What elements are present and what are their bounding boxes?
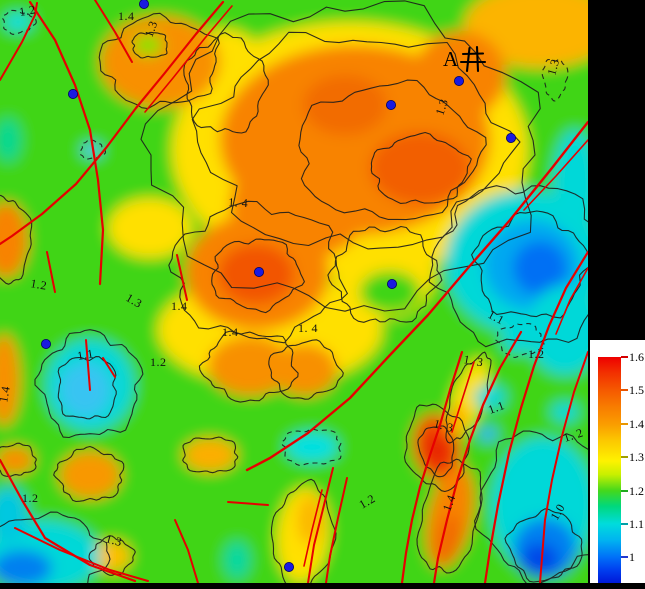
colorbar-tick <box>621 556 628 559</box>
contour-label: 1. 4 <box>298 321 318 335</box>
well-marker <box>139 0 149 9</box>
colorbar-tick <box>621 356 628 358</box>
contour-label: 1.1 <box>486 307 507 327</box>
fault-line <box>174 519 199 583</box>
contour-lines <box>0 0 588 583</box>
colorbar-tick-label: 1.6 <box>629 350 644 364</box>
fault-line <box>432 330 523 583</box>
contour-label: 1. 3 <box>432 416 455 435</box>
fault-line <box>303 489 323 567</box>
colorbar-tick <box>621 489 628 492</box>
contour-label: 1.2 <box>29 276 48 293</box>
contour-label: 1. 4 <box>228 195 249 210</box>
well-marker <box>385 100 396 111</box>
fault-line <box>227 501 269 506</box>
contour-label: 1.1 <box>486 398 506 417</box>
fault-line <box>307 467 334 583</box>
contour-label: 1.4 <box>0 385 13 404</box>
contour-map: 1.41.31.31. 41.4 1. 41.11. 31.41. 21.01.2… <box>0 0 588 583</box>
colorbar-tick-label: 1 <box>629 550 635 565</box>
colorbar-tick-label: 1.2 <box>629 483 644 498</box>
fault-line <box>176 254 188 301</box>
well-marker <box>253 266 264 277</box>
colorbar-tick-label: 1.4 <box>629 416 644 431</box>
colorbar-tick <box>621 523 628 525</box>
well-markers <box>41 0 516 573</box>
contour-label: 1. 3 <box>462 352 484 369</box>
contour-label: 1.4 <box>171 299 188 313</box>
well-marker <box>283 562 294 573</box>
fault-line <box>325 477 348 583</box>
colorbar-tick <box>621 422 628 425</box>
well-marker <box>505 132 516 143</box>
contour-label: 1.2 <box>18 2 37 19</box>
fault-line <box>144 5 233 113</box>
fault-line <box>14 527 149 582</box>
colorbar-tick-label: 1.1 <box>629 517 644 531</box>
colorbar-tick-label: 1.3 <box>629 450 644 465</box>
contour-label: 1.4 <box>118 9 135 23</box>
fault-line <box>0 0 225 246</box>
fault-line <box>28 0 105 286</box>
contour-label: 1.2 <box>528 347 545 361</box>
fault-line <box>102 357 116 378</box>
fault-line <box>555 267 588 335</box>
colorbar-ticks: 1.6 1.5 1.4 1.3 1.2 1.1 1 <box>590 340 645 583</box>
contour-labels: 1.41.31.31. 41.4 1. 41.11. 31.41. 21.01.2… <box>0 2 585 549</box>
fault-lines <box>0 0 588 583</box>
well-marker <box>68 89 79 100</box>
fault-line <box>46 251 56 293</box>
fault-line <box>0 2 38 81</box>
colorbar-gradient <box>598 357 621 583</box>
colorbar-legend: 1.6 1.5 1.4 1.3 1.2 1.1 1 <box>590 340 645 583</box>
colorbar-tick-label: 1.5 <box>629 383 644 398</box>
contour-label: 1.4 <box>440 493 459 513</box>
colorbar-tick <box>621 456 628 459</box>
fault-line <box>451 361 475 433</box>
contour-label: 1.1 <box>76 346 95 363</box>
well-annotation-glyph-jing <box>459 45 487 73</box>
well-marker <box>41 338 52 349</box>
heatmap-blobs <box>0 0 588 583</box>
fault-line <box>245 120 588 472</box>
contour-label: 1.3 <box>142 19 161 39</box>
contour-label: 1.2 <box>22 491 39 505</box>
fault-line <box>483 250 588 583</box>
contour-label: 1.4 <box>222 325 239 339</box>
fault-line <box>0 458 137 583</box>
well-marker <box>453 76 464 87</box>
well-annotation-text: A <box>443 47 459 71</box>
well-marker <box>386 278 397 289</box>
well-annotation: A <box>443 45 487 73</box>
contour-label: 1.2 <box>150 355 167 369</box>
contour-label: 1. 2 <box>562 425 585 444</box>
contour-label: 1.3 <box>544 57 562 77</box>
fault-line <box>94 0 133 63</box>
fault-line <box>539 351 588 583</box>
fault-line <box>400 350 464 583</box>
contour-label: 1.3 <box>433 97 451 117</box>
fault-line <box>523 139 588 211</box>
fault-line <box>85 339 91 391</box>
colorbar-tick <box>621 389 628 392</box>
contour-label: 1.3 <box>104 531 124 549</box>
